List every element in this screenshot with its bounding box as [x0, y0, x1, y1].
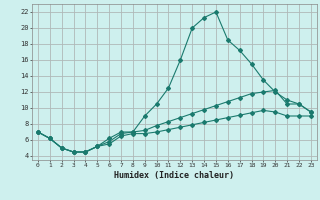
X-axis label: Humidex (Indice chaleur): Humidex (Indice chaleur): [115, 171, 234, 180]
